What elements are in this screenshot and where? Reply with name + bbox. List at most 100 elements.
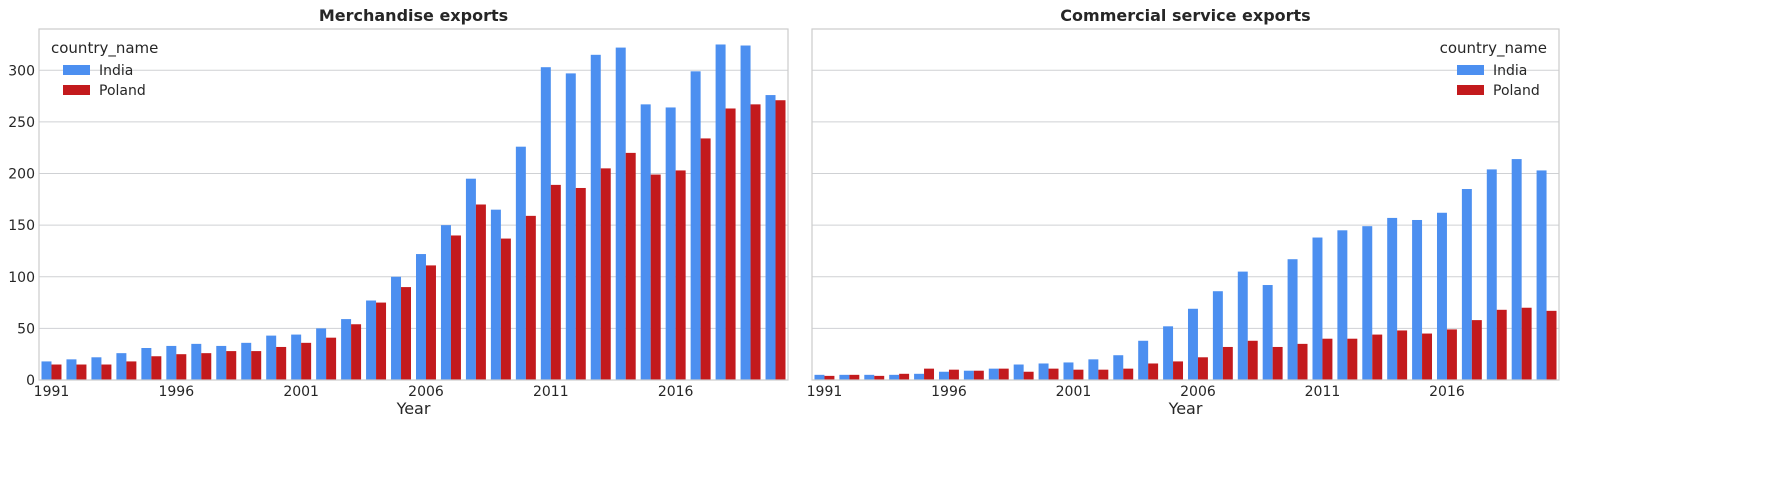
y-tick-label-100: 100 <box>8 270 35 286</box>
x-axis-label: Year <box>396 399 431 418</box>
bar-poland-1994 <box>899 373 910 380</box>
bar-poland-2004 <box>1148 363 1159 380</box>
bar-poland-2000 <box>276 346 287 380</box>
bar-poland-2019 <box>1521 307 1532 380</box>
bar-poland-2016 <box>1446 329 1457 380</box>
bar-india-1995 <box>141 347 152 380</box>
bar-poland-2014 <box>1397 330 1408 380</box>
y-tick-label-300: 300 <box>8 63 35 79</box>
bar-poland-1995 <box>151 356 162 380</box>
bar-india-2016 <box>1436 212 1447 380</box>
bar-india-2000 <box>266 335 277 380</box>
bar-poland-1996 <box>176 354 187 380</box>
bar-poland-2012 <box>1347 338 1358 380</box>
legend: country_name India Poland <box>51 39 158 99</box>
bar-india-2009 <box>490 209 501 380</box>
bar-poland-2019 <box>750 104 761 381</box>
bar-india-2015 <box>640 104 651 381</box>
bar-india-1991 <box>41 361 52 380</box>
legend-swatch-india <box>1457 65 1484 75</box>
bar-poland-2014 <box>625 152 636 380</box>
x-tick-label-1991: 1991 <box>807 384 843 400</box>
bar-poland-2015 <box>1422 333 1433 380</box>
bar-poland-1992 <box>76 364 87 380</box>
y-tick-label-0: 0 <box>26 373 35 389</box>
x-tick-label-2001: 2001 <box>283 384 319 400</box>
bar-poland-1992 <box>849 374 860 380</box>
bar-india-2007 <box>1212 291 1223 380</box>
x-tick-label-2011: 2011 <box>1305 384 1341 400</box>
bar-poland-2016 <box>675 170 686 380</box>
x-tick-label-2001: 2001 <box>1056 384 1092 400</box>
commercial-service-exports-chart: Commercial service exports 1991 1996 2001 20… <box>807 6 1560 418</box>
legend-swatch-india <box>63 65 90 75</box>
bar-poland-2004 <box>376 302 387 380</box>
bar-india-2010 <box>515 146 526 380</box>
bar-poland-2007 <box>1222 346 1233 380</box>
bar-poland-2020 <box>775 100 786 380</box>
bar-india-2005 <box>391 276 402 380</box>
bar-poland-2013 <box>600 168 611 380</box>
x-tick-label-2006: 2006 <box>408 384 444 400</box>
bar-india-2003 <box>1113 355 1124 380</box>
bar-india-2011 <box>540 67 551 381</box>
bar-poland-1997 <box>201 353 212 380</box>
bar-india-1991 <box>814 374 825 380</box>
legend-title: country_name <box>1440 39 1547 58</box>
bar-poland-2020 <box>1546 310 1557 380</box>
x-tick-label-2016: 2016 <box>1429 384 1465 400</box>
bar-india-2018 <box>1486 169 1497 380</box>
bar-india-2009 <box>1262 285 1273 380</box>
bar-india-2012 <box>565 73 576 380</box>
merchandise-exports-chart: Merchandise exports 0 50 100 150 200 250 300 199… <box>8 6 789 418</box>
bar-poland-2012 <box>575 187 586 380</box>
bar-poland-2006 <box>425 265 436 380</box>
bar-india-2017 <box>1461 189 1472 380</box>
legend-swatch-poland <box>1457 85 1484 95</box>
bar-poland-2001 <box>301 342 312 380</box>
bar-india-2020 <box>765 95 776 380</box>
bar-india-1999 <box>1013 364 1024 380</box>
bar-poland-2008 <box>1247 340 1258 380</box>
bar-india-1993 <box>864 374 875 380</box>
x-axis-label: Year <box>1168 399 1203 418</box>
bar-poland-1996 <box>948 369 959 380</box>
bar-india-2006 <box>415 254 426 380</box>
bar-india-2004 <box>1138 340 1149 380</box>
bar-india-1996 <box>938 371 949 380</box>
bar-india-1992 <box>839 374 850 380</box>
bar-poland-2010 <box>1297 343 1308 380</box>
bar-india-2014 <box>615 47 626 381</box>
bar-poland-2001 <box>1073 369 1084 380</box>
chart-title: Commercial service exports <box>1060 6 1310 25</box>
bar-poland-2017 <box>700 138 711 380</box>
bar-india-1994 <box>889 374 900 380</box>
y-tick-label-250: 250 <box>8 115 35 131</box>
bar-india-2019 <box>740 45 751 381</box>
bar-poland-2018 <box>1496 309 1507 380</box>
axes-frame <box>38 28 789 381</box>
bar-india-2002 <box>316 328 327 380</box>
bar-india-1993 <box>91 357 102 380</box>
bar-poland-2010 <box>525 215 536 380</box>
bar-india-2004 <box>366 300 377 380</box>
bar-india-2017 <box>690 71 701 380</box>
bar-poland-2009 <box>500 238 511 380</box>
bar-poland-2015 <box>650 174 661 380</box>
x-tick-label-1991: 1991 <box>34 384 70 400</box>
bar-india-2003 <box>341 319 352 380</box>
bar-poland-1999 <box>251 351 262 380</box>
bar-poland-1998 <box>226 351 237 380</box>
bar-poland-1994 <box>126 361 137 380</box>
bar-india-1998 <box>216 345 227 380</box>
bar-poland-2002 <box>326 337 337 380</box>
bar-india-2012 <box>1337 230 1348 380</box>
bar-india-2019 <box>1511 159 1522 380</box>
x-tick-label-2006: 2006 <box>1180 384 1216 400</box>
bar-india-1992 <box>66 359 77 380</box>
bar-poland-1997 <box>973 370 984 380</box>
bar-india-2008 <box>465 178 476 380</box>
bar-poland-1991 <box>51 364 62 380</box>
chart-title: Merchandise exports <box>319 6 508 25</box>
